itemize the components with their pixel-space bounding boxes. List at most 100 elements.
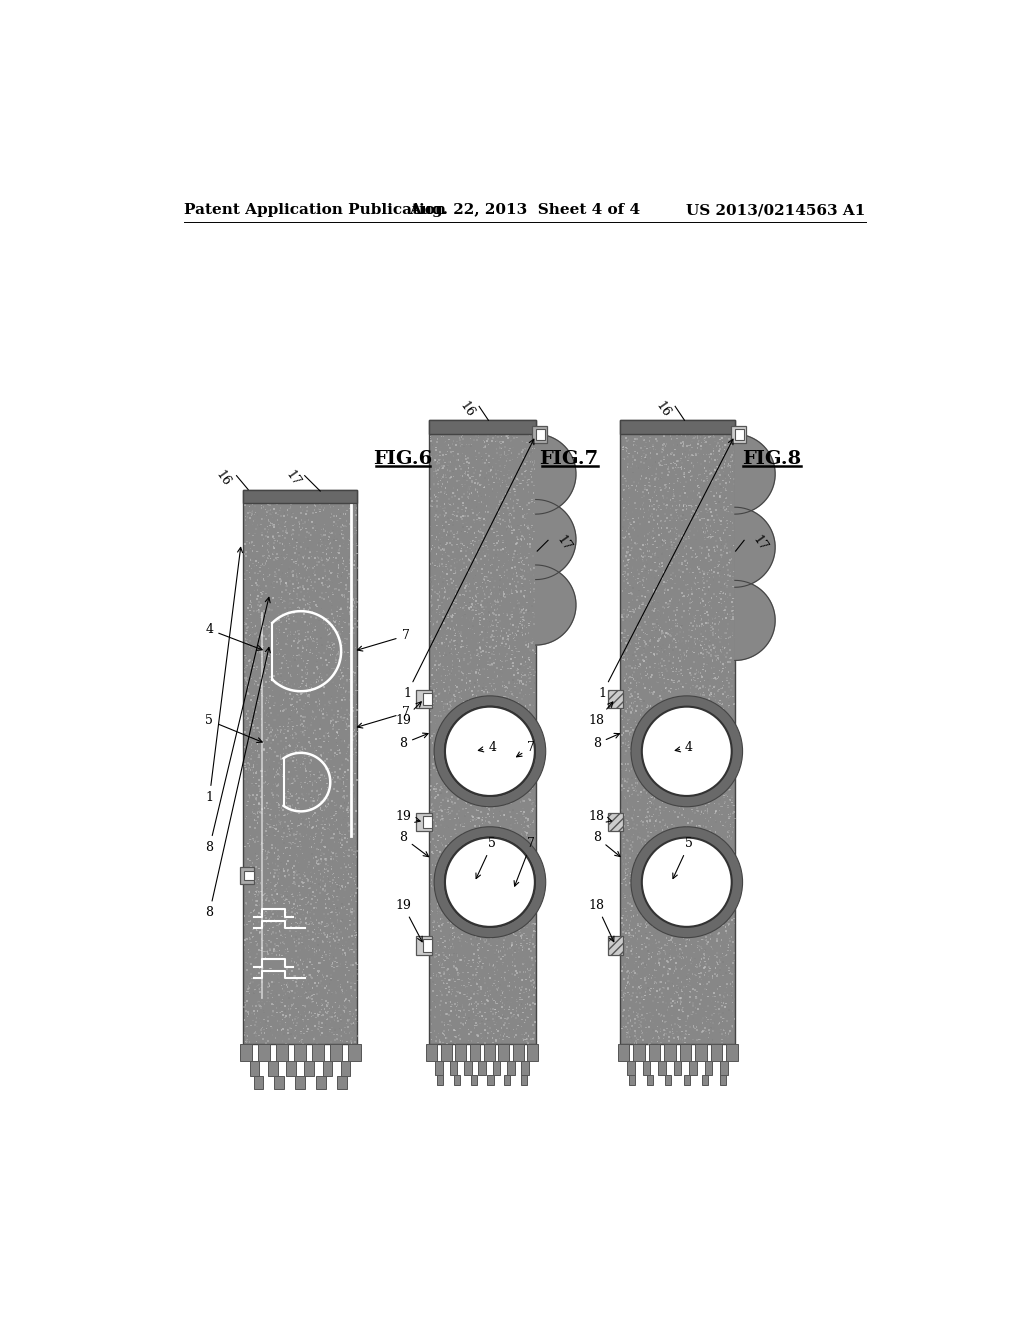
Bar <box>498 755 499 758</box>
Bar <box>531 642 532 644</box>
Bar <box>657 663 659 664</box>
Bar <box>443 611 444 612</box>
Bar <box>701 623 702 624</box>
Bar <box>728 913 730 915</box>
Bar <box>680 772 681 774</box>
Bar <box>264 614 265 615</box>
Bar <box>523 520 524 521</box>
Bar <box>465 473 466 474</box>
Bar <box>524 477 525 478</box>
Bar <box>443 767 445 768</box>
Bar <box>482 861 483 862</box>
Bar <box>519 506 521 507</box>
Bar <box>246 1041 247 1043</box>
Bar <box>336 851 337 854</box>
Bar <box>480 812 481 813</box>
Bar <box>263 539 264 540</box>
Bar <box>311 1015 312 1018</box>
Bar <box>622 970 623 972</box>
Bar <box>696 568 698 569</box>
Bar <box>636 664 637 665</box>
Bar <box>505 455 507 457</box>
Bar <box>628 981 629 982</box>
Bar <box>638 557 639 558</box>
Bar <box>526 482 528 483</box>
Bar <box>715 540 717 543</box>
Bar <box>535 923 536 925</box>
Bar <box>306 568 308 569</box>
Bar <box>354 772 355 774</box>
Bar <box>456 792 458 793</box>
Bar <box>351 913 353 915</box>
Bar <box>440 1044 452 1061</box>
Bar <box>688 917 689 919</box>
Bar <box>333 515 335 516</box>
Bar <box>298 616 300 618</box>
Bar <box>512 894 514 896</box>
Bar <box>710 1022 711 1023</box>
Bar <box>534 675 535 676</box>
Bar <box>290 631 291 634</box>
Bar <box>345 722 346 723</box>
Bar <box>460 861 462 862</box>
Bar <box>690 991 691 993</box>
Bar <box>729 899 730 900</box>
Bar <box>459 1016 460 1018</box>
Bar <box>294 961 296 962</box>
Bar <box>718 480 719 482</box>
Bar <box>492 478 494 479</box>
Bar <box>691 896 692 898</box>
Bar <box>263 820 264 822</box>
Bar <box>333 506 334 507</box>
Bar <box>685 565 687 566</box>
Bar <box>331 696 332 697</box>
Bar <box>280 622 281 623</box>
Bar <box>678 841 679 843</box>
Bar <box>683 506 684 507</box>
Bar <box>273 546 274 548</box>
Bar <box>694 788 696 789</box>
Bar <box>529 422 530 424</box>
Bar <box>310 722 312 723</box>
Bar <box>688 734 690 735</box>
Bar <box>518 708 520 710</box>
Bar <box>482 801 484 803</box>
Bar <box>635 1040 637 1041</box>
Bar <box>343 543 344 544</box>
Bar <box>343 667 344 668</box>
Bar <box>472 620 473 622</box>
Bar <box>703 894 706 895</box>
Bar <box>256 585 258 586</box>
Bar <box>642 962 644 964</box>
Bar <box>302 979 303 981</box>
Bar <box>473 630 475 631</box>
Bar <box>522 560 523 561</box>
Bar <box>699 965 701 966</box>
Bar <box>308 577 309 578</box>
Bar <box>324 598 325 599</box>
Bar <box>721 909 722 911</box>
Bar <box>280 681 281 682</box>
Bar <box>269 513 270 515</box>
Bar <box>455 737 456 738</box>
Bar <box>511 529 513 531</box>
Bar <box>347 689 348 692</box>
Bar <box>673 846 675 847</box>
Bar <box>528 579 530 581</box>
Bar <box>255 941 257 942</box>
Bar <box>488 496 490 498</box>
Bar <box>730 813 731 814</box>
Bar <box>518 874 520 875</box>
Bar <box>731 610 732 611</box>
Bar <box>649 440 650 442</box>
Bar <box>443 960 445 962</box>
Bar <box>350 909 351 911</box>
Bar <box>534 502 536 503</box>
Bar <box>656 932 657 933</box>
Bar <box>489 822 490 824</box>
Bar <box>727 524 728 525</box>
Bar <box>313 718 315 719</box>
Bar <box>250 594 251 595</box>
Bar <box>328 892 329 894</box>
Bar <box>530 527 532 528</box>
